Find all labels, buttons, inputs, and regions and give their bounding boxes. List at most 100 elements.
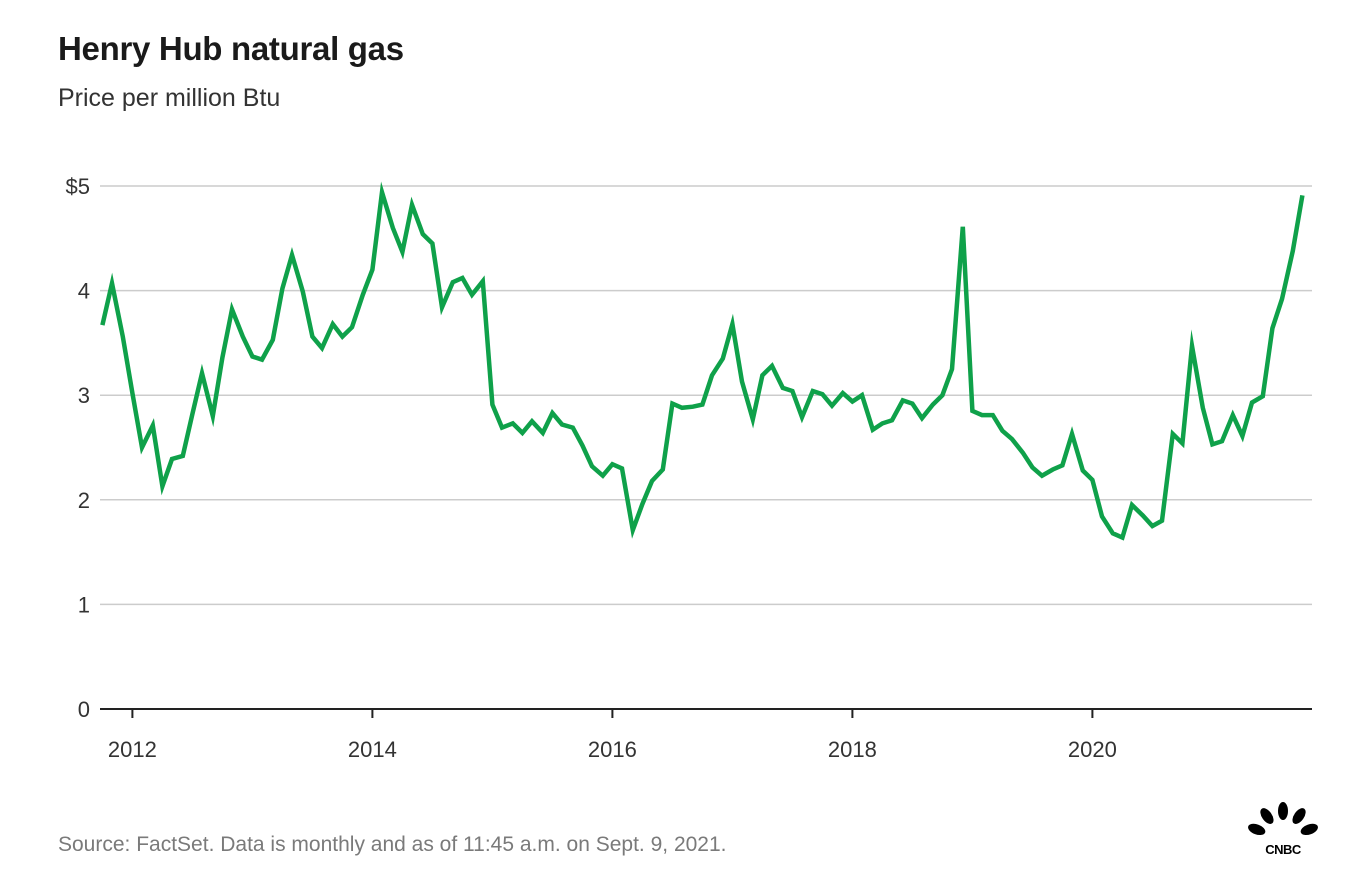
data-point bbox=[541, 431, 545, 435]
data-point bbox=[1291, 249, 1295, 253]
data-point bbox=[710, 373, 714, 377]
data-point bbox=[950, 367, 954, 371]
y-axis-tick-labels: 0 1 2 3 4 $5 bbox=[66, 174, 90, 722]
x-tick-label: 2016 bbox=[588, 737, 637, 762]
data-point bbox=[880, 421, 884, 425]
data-point bbox=[440, 305, 444, 309]
data-point bbox=[151, 424, 155, 428]
data-point bbox=[1070, 432, 1074, 436]
data-point bbox=[530, 419, 534, 423]
cnbc-peacock-logo-icon bbox=[1247, 802, 1319, 861]
data-point bbox=[830, 404, 834, 408]
data-point bbox=[550, 411, 554, 415]
data-point bbox=[910, 402, 914, 406]
data-point bbox=[331, 322, 335, 326]
data-point bbox=[361, 293, 365, 297]
data-point bbox=[620, 466, 624, 470]
data-point bbox=[1100, 515, 1104, 519]
data-point bbox=[421, 232, 425, 236]
data-point bbox=[1250, 401, 1254, 405]
data-point bbox=[340, 335, 344, 339]
data-point bbox=[400, 250, 404, 254]
data-point bbox=[290, 253, 294, 257]
data-point bbox=[781, 386, 785, 390]
data-point bbox=[301, 290, 305, 294]
data-point bbox=[1270, 326, 1274, 330]
y-tick-label: 1 bbox=[78, 592, 90, 617]
data-point bbox=[800, 415, 804, 419]
data-point bbox=[920, 416, 924, 420]
data-point bbox=[1160, 519, 1164, 523]
data-point bbox=[140, 446, 144, 450]
data-point bbox=[1210, 442, 1214, 446]
data-point bbox=[700, 403, 704, 407]
data-point bbox=[860, 393, 864, 397]
data-point bbox=[811, 389, 815, 393]
data-point bbox=[1300, 193, 1304, 197]
data-point bbox=[1120, 536, 1124, 540]
data-point bbox=[631, 528, 635, 532]
data-point bbox=[730, 322, 734, 326]
data-point bbox=[571, 426, 575, 430]
data-point bbox=[740, 380, 744, 384]
data-point bbox=[670, 402, 674, 406]
data-point bbox=[1081, 469, 1085, 473]
data-point bbox=[280, 287, 284, 291]
data-point bbox=[350, 325, 354, 329]
data-point bbox=[1010, 437, 1014, 441]
data-point bbox=[1231, 413, 1235, 417]
data-point bbox=[380, 190, 384, 194]
y-tick-label: 3 bbox=[78, 383, 90, 408]
y-tick-label: 0 bbox=[78, 697, 90, 722]
data-point bbox=[220, 356, 224, 360]
data-point bbox=[661, 468, 665, 472]
data-point bbox=[1021, 451, 1025, 455]
data-point bbox=[181, 454, 185, 458]
data-point bbox=[1051, 468, 1055, 472]
data-point bbox=[1220, 439, 1224, 443]
data-point bbox=[410, 203, 414, 207]
x-tick-label: 2020 bbox=[1068, 737, 1117, 762]
y-tick-label: $5 bbox=[66, 174, 90, 199]
data-point bbox=[610, 462, 614, 466]
data-point bbox=[110, 281, 114, 285]
chart-title: Henry Hub natural gas bbox=[58, 30, 404, 67]
data-point bbox=[1141, 514, 1145, 518]
data-point bbox=[691, 405, 695, 409]
data-point bbox=[820, 392, 824, 396]
data-point bbox=[1090, 478, 1094, 482]
y-tick-label: 2 bbox=[78, 488, 90, 513]
data-point bbox=[391, 226, 395, 230]
data-point bbox=[1261, 394, 1265, 398]
data-point bbox=[1240, 434, 1244, 438]
data-point bbox=[721, 357, 725, 361]
data-point bbox=[190, 412, 194, 416]
data-point bbox=[901, 398, 905, 402]
data-point bbox=[1150, 524, 1154, 528]
data-point bbox=[991, 413, 995, 417]
logo-wordmark: CNBC bbox=[1265, 842, 1301, 857]
data-point bbox=[650, 479, 654, 483]
data-point bbox=[1190, 344, 1194, 348]
data-point bbox=[850, 400, 854, 404]
source-note: Source: FactSet. Data is monthly and as … bbox=[58, 833, 727, 856]
data-point bbox=[271, 338, 275, 342]
data-point bbox=[1030, 465, 1034, 469]
y-tick-label: 4 bbox=[78, 279, 90, 304]
chart-subtitle: Price per million Btu bbox=[58, 84, 281, 112]
data-point bbox=[211, 414, 215, 418]
data-point bbox=[200, 371, 204, 375]
data-point bbox=[1040, 474, 1044, 478]
data-point bbox=[170, 457, 174, 461]
data-point bbox=[241, 335, 245, 339]
data-point bbox=[1201, 406, 1205, 410]
data-point bbox=[751, 417, 755, 421]
data-point bbox=[841, 391, 845, 395]
data-point bbox=[500, 426, 504, 430]
data-point bbox=[590, 464, 594, 468]
data-point bbox=[430, 242, 434, 246]
data-point bbox=[640, 502, 644, 506]
data-point bbox=[1000, 429, 1004, 433]
data-point bbox=[601, 474, 605, 478]
